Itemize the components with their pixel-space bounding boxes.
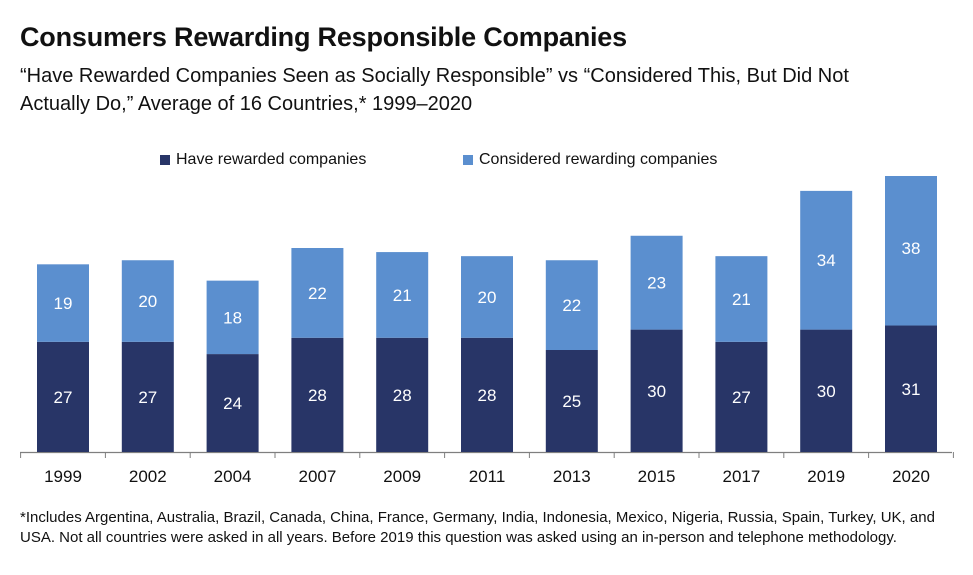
bar-considered-2015	[630, 235, 683, 330]
bar-considered-2017	[715, 256, 768, 342]
x-tick-label-2011: 2011	[469, 467, 506, 486]
x-tick-label-2002: 2002	[129, 467, 167, 486]
legend-swatch-rewarded	[160, 155, 170, 165]
x-tick-label-2020: 2020	[892, 467, 930, 486]
x-tick-label-1999: 1999	[44, 467, 82, 486]
bar-considered-1999	[37, 264, 89, 342]
legend-label-rewarded: Have rewarded companies	[176, 151, 367, 168]
x-tick-label-2009: 2009	[383, 467, 421, 486]
data-label-considered-2017: 21	[732, 290, 751, 309]
bar-considered-2020	[885, 176, 937, 326]
data-label-considered-2013: 22	[562, 296, 581, 315]
data-label-considered-2020: 38	[902, 239, 921, 258]
bar-considered-2019	[800, 190, 853, 330]
data-label-considered-2015: 23	[647, 274, 666, 293]
bar-considered-2009	[376, 252, 429, 338]
data-label-considered-2004: 18	[223, 308, 242, 327]
data-label-rewarded-2019: 30	[817, 382, 836, 401]
legend: Have rewarded companies Considered rewar…	[0, 151, 973, 175]
bar-considered-2013	[545, 260, 598, 350]
data-label-rewarded-2009: 28	[393, 386, 412, 405]
data-label-rewarded-2011: 28	[478, 386, 497, 405]
bar-rewarded-2020	[885, 325, 937, 452]
x-tick-label-2013: 2013	[553, 467, 591, 486]
legend-item-considered: Considered rewarding companies	[463, 151, 717, 169]
bar-rewarded-2011	[461, 337, 513, 452]
x-tick-label-2019: 2019	[807, 467, 845, 486]
data-label-considered-2009: 21	[393, 286, 412, 305]
data-label-rewarded-2020: 31	[902, 380, 921, 399]
footnote: *Includes Argentina, Australia, Brazil, …	[20, 509, 935, 546]
bar-rewarded-2015	[630, 329, 683, 452]
bar-rewarded-2007	[291, 337, 344, 452]
legend-label-considered: Considered rewarding companies	[479, 151, 718, 168]
stacked-bar-chart: 27 19 1999 27 20 2002 24 18 2004 28 22 2007 28 21 2009…	[20, 176, 954, 486]
data-label-rewarded-2002: 27	[138, 388, 157, 407]
chart-subtitle: “Have Rewarded Companies Seen as Sociall…	[20, 65, 849, 115]
bar-rewarded-2019	[800, 329, 853, 452]
bar-rewarded-1999	[37, 341, 89, 452]
data-label-considered-2019: 34	[817, 251, 836, 270]
x-tick-label-2017: 2017	[722, 467, 760, 486]
x-tick-label-2007: 2007	[298, 467, 336, 486]
data-label-rewarded-2013: 25	[562, 392, 581, 411]
data-label-considered-2011: 20	[478, 288, 497, 307]
bar-rewarded-2009	[376, 337, 429, 452]
data-label-rewarded-2017: 27	[732, 388, 751, 407]
legend-swatch-considered	[463, 155, 473, 165]
bar-considered-2002	[121, 260, 174, 342]
data-label-rewarded-1999: 27	[54, 388, 73, 407]
bar-rewarded-2013	[545, 350, 598, 452]
data-label-considered-2007: 22	[308, 284, 327, 303]
bar-rewarded-2017	[715, 341, 768, 452]
data-label-considered-1999: 19	[54, 294, 73, 313]
bar-considered-2011	[461, 256, 513, 338]
x-tick-label-2004: 2004	[214, 467, 252, 486]
legend-item-rewarded: Have rewarded companies	[160, 151, 366, 169]
bar-considered-2007	[291, 248, 344, 338]
bar-considered-2004	[206, 280, 259, 355]
data-label-rewarded-2004: 24	[223, 394, 242, 413]
chart-title: Consumers Rewarding Responsible Companie…	[20, 22, 627, 52]
data-label-rewarded-2007: 28	[308, 386, 327, 405]
data-label-rewarded-2015: 30	[647, 382, 666, 401]
data-label-considered-2002: 20	[138, 292, 157, 311]
bar-rewarded-2002	[121, 341, 174, 452]
x-tick-label-2015: 2015	[638, 467, 676, 486]
bar-rewarded-2004	[206, 354, 259, 452]
